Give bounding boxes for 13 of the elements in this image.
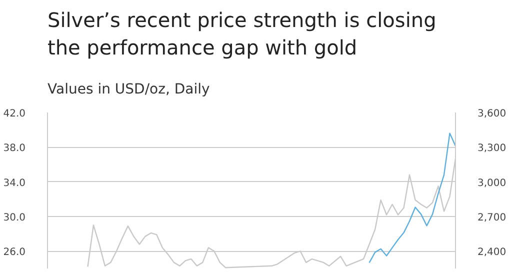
chart-subtitle: Values in USD/oz, Daily xyxy=(48,82,210,98)
y-tick-label: 38.0 xyxy=(3,143,26,154)
line-series xyxy=(368,132,456,264)
chart-title: Silver’s recent price strength is closing the performance gap with gold xyxy=(48,8,436,60)
y-tick-label: 30.0 xyxy=(3,212,26,224)
y-tick-label: 26.0 xyxy=(3,247,26,258)
y2-tick-label: 3,300 xyxy=(478,143,506,154)
y-tick-label: 34.0 xyxy=(3,178,26,189)
y2-tick-label: 2,700 xyxy=(478,212,506,224)
y2-tick-label: 3,000 xyxy=(478,178,506,189)
y2-tick-label: 2,400 xyxy=(478,247,506,258)
y-tick-label: 42.0 xyxy=(3,108,26,120)
y2-tick-label: 3,600 xyxy=(478,108,506,120)
